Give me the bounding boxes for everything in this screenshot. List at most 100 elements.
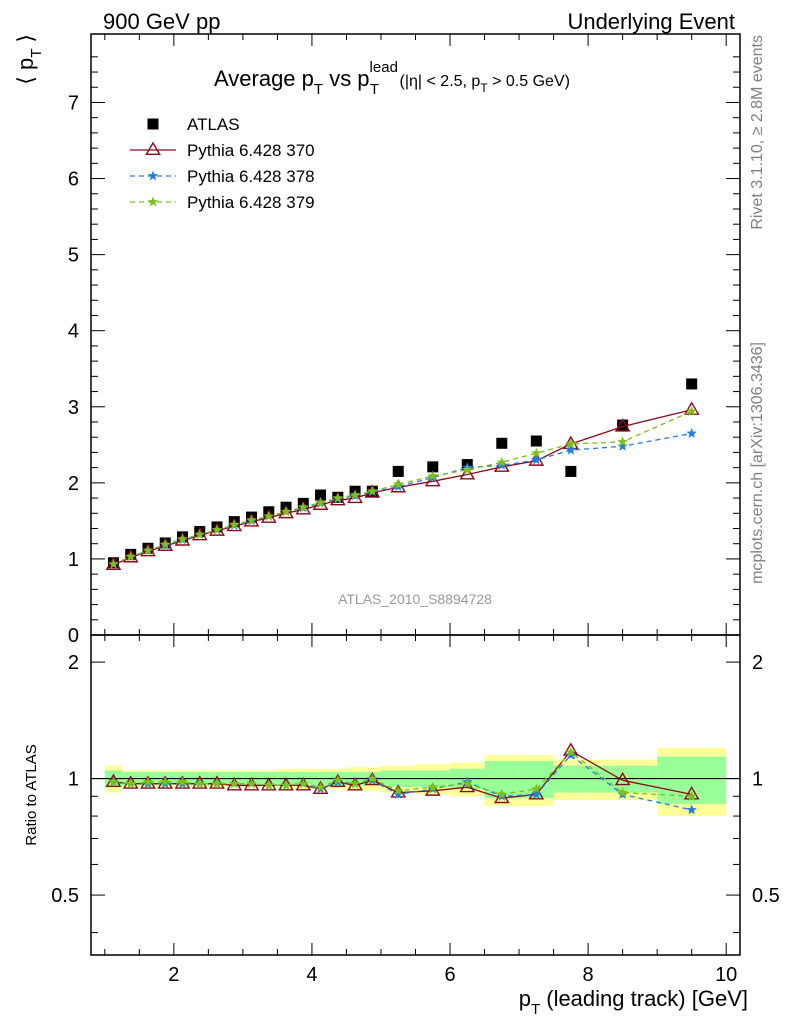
data-point	[531, 788, 542, 799]
data-point	[617, 419, 629, 431]
data-point	[194, 529, 205, 540]
data-point	[459, 778, 476, 793]
data-point	[177, 776, 188, 787]
data-point	[686, 804, 697, 815]
data-point	[390, 784, 407, 798]
data-point	[263, 779, 275, 790]
data-point	[211, 778, 223, 789]
data-point	[496, 459, 508, 470]
data-point	[108, 558, 119, 569]
data-point	[347, 777, 363, 791]
data-point	[424, 782, 441, 796]
header-right: Underlying Event	[567, 9, 735, 34]
legend-label: Pythia 6.428 370	[187, 141, 315, 160]
series-pythia-6-428-378	[108, 427, 697, 569]
data-point	[531, 783, 542, 794]
y-tick-label: 6	[68, 169, 79, 191]
data-point	[614, 771, 631, 786]
ratio-plot-data	[91, 742, 740, 817]
data-point	[367, 773, 378, 784]
data-point	[312, 496, 329, 510]
data-point	[531, 447, 542, 458]
x-tick-label: 8	[583, 964, 594, 986]
side-text-lower: mcplots.cern.ch [arXiv:1306.3436]	[749, 342, 766, 584]
data-point	[427, 461, 439, 473]
series-line	[113, 410, 692, 565]
data-point	[142, 545, 154, 556]
ratio-y-tick-label: 2	[68, 652, 79, 674]
ratio-plot-ylabel: Ratio to ATLAS	[23, 744, 40, 845]
data-point	[108, 776, 119, 787]
series-pythia-6-428-379	[108, 746, 697, 801]
data-point	[315, 497, 326, 508]
side-text-upper: Rivet 3.1.10, ≥ 2.8M events	[749, 35, 766, 230]
data-point	[298, 778, 309, 789]
data-point	[496, 456, 508, 467]
data-point	[686, 427, 697, 438]
legend-marker	[147, 196, 159, 207]
ratio-y-tick-label-right: 0.5	[752, 885, 780, 907]
data-point	[424, 472, 441, 487]
data-point	[496, 788, 508, 799]
data-point	[329, 491, 346, 506]
y-tick-label: 1	[68, 549, 79, 571]
y-tick-label: 3	[68, 397, 79, 419]
data-point	[686, 378, 698, 390]
data-point	[427, 781, 438, 792]
data-point	[683, 786, 700, 800]
data-point	[298, 501, 309, 512]
data-point	[332, 492, 344, 503]
data-point	[295, 501, 312, 515]
header-left: 900 GeV pp	[103, 9, 220, 34]
data-point	[393, 478, 404, 489]
legend-label: Pythia 6.428 379	[187, 193, 315, 212]
data-point	[246, 514, 257, 525]
legend-label: Pythia 6.428 378	[187, 167, 315, 186]
data-point	[125, 551, 136, 562]
data-point	[159, 776, 171, 787]
data-point	[496, 437, 508, 449]
ratio-y-tick-label-right: 1	[752, 769, 763, 791]
data-point	[617, 787, 628, 798]
main-plot-ticks: 0 1 2 3 4 5 6 7	[68, 34, 740, 647]
x-tick-label: 6	[444, 964, 455, 986]
data-point	[315, 781, 326, 792]
data-point	[617, 436, 628, 447]
legend-item-pythia-6-428-370: Pythia 6.428 370	[130, 141, 315, 160]
data-point	[565, 749, 577, 760]
y-tick-label: 5	[68, 245, 79, 267]
data-point	[686, 405, 697, 416]
legend-item-pythia-6-428-378: Pythia 6.428 378	[130, 167, 315, 186]
data-point	[565, 746, 577, 757]
legend-marker	[147, 170, 159, 181]
ratio-plot-ticks: 2 4 6 8 10 0.5 0.5 1 1 2 2	[51, 635, 780, 986]
data-point	[211, 524, 223, 535]
data-point	[393, 785, 404, 796]
series-pythia-6-428-379	[108, 405, 697, 569]
data-point	[229, 519, 240, 530]
main-plot-title: Average pT vs plead T (|η| < 2.5, pT > 0.…	[214, 59, 570, 98]
analysis-watermark: ATLAS_2010_S8894728	[338, 591, 492, 607]
data-point	[349, 489, 361, 500]
x-axis-label: pT (leading track) [GeV]	[519, 986, 748, 1018]
data-point	[683, 401, 700, 415]
data-point	[246, 778, 257, 789]
data-point	[617, 440, 628, 451]
data-point	[614, 418, 631, 432]
data-point	[177, 533, 188, 544]
data-point	[349, 778, 361, 789]
data-point	[260, 509, 277, 523]
y-tick-label: 0	[68, 625, 79, 647]
data-point	[229, 778, 240, 789]
data-point	[159, 538, 171, 549]
data-point	[367, 485, 378, 496]
series-line	[113, 432, 692, 565]
data-point	[392, 465, 404, 477]
data-point	[686, 790, 697, 801]
data-point	[493, 789, 510, 804]
series-line	[113, 409, 692, 566]
data-point	[315, 489, 327, 501]
legend-item-pythia-6-428-379: Pythia 6.428 379	[130, 193, 315, 212]
legend-item-atlas: ATLAS	[147, 115, 240, 134]
